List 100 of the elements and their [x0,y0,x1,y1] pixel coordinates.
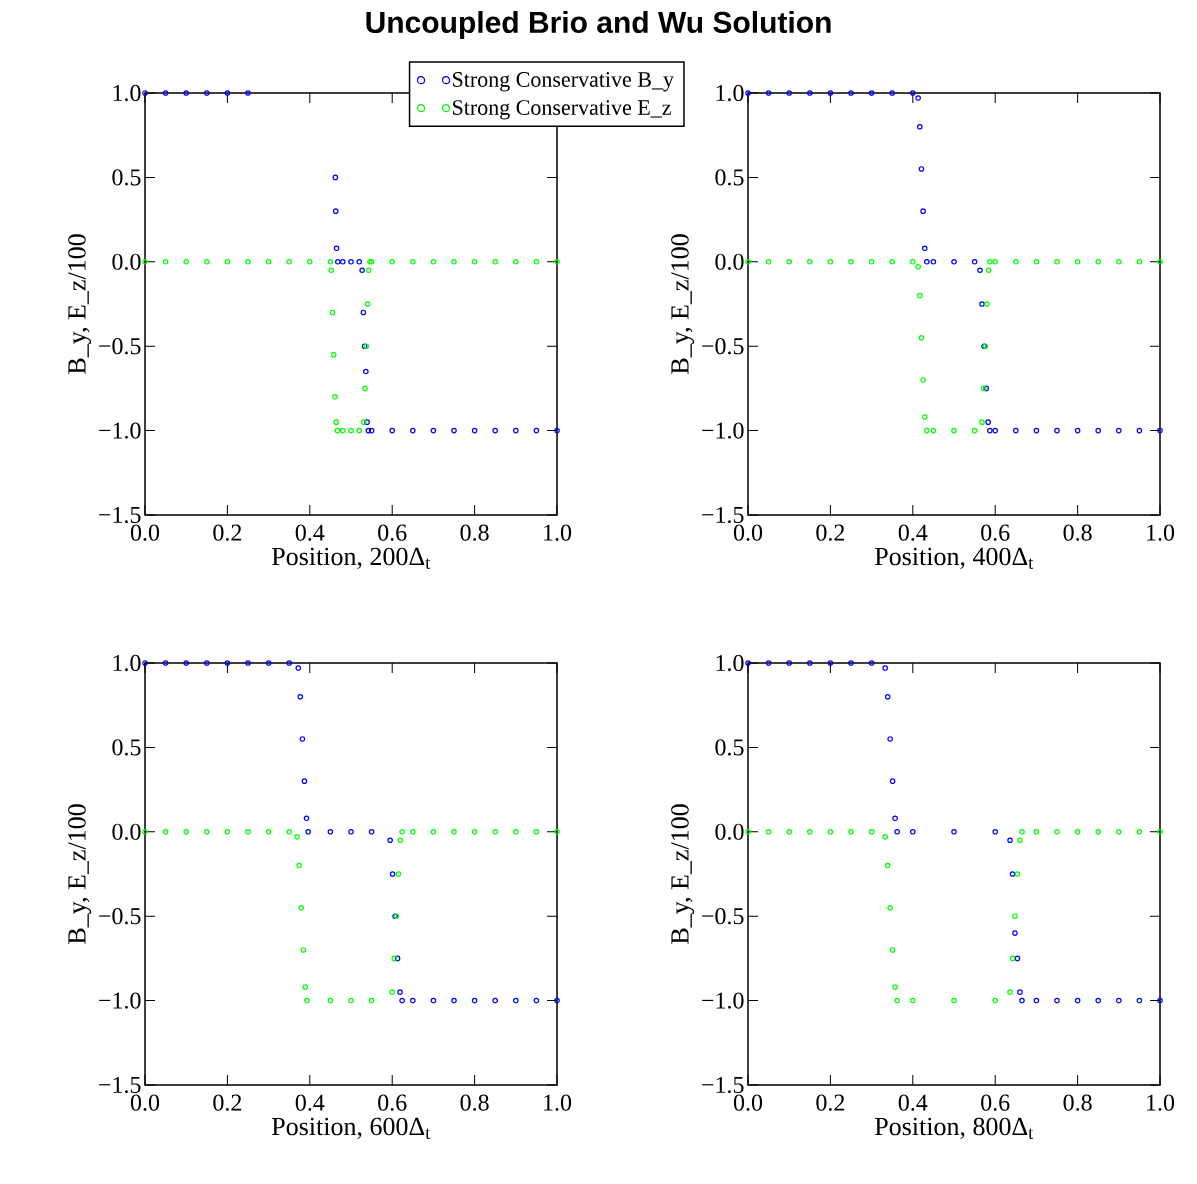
x-tick-label: 0.6 [981,1094,1010,1111]
point [332,174,339,181]
point [513,258,519,265]
x-tick-label: 0.0 [733,524,763,541]
y-tick-label: 0.0 [112,823,141,840]
point [924,258,930,265]
point [301,778,308,784]
point [492,258,498,265]
point [1013,427,1019,434]
point [303,815,310,822]
x-tick-label: 0.8 [460,1094,489,1111]
x-tick-label: 0.6 [378,524,407,541]
point [329,309,336,316]
point [1095,427,1102,434]
point [327,997,334,1004]
point [224,90,231,96]
point [977,267,983,274]
point [1012,913,1018,919]
point [951,258,957,265]
point [299,736,306,742]
point [533,997,540,1004]
point [365,267,372,274]
point [399,997,405,1004]
point [356,427,363,434]
point [887,736,893,742]
point [745,660,751,666]
y-tick-label: 1.0 [716,654,744,672]
point [1033,829,1040,835]
point [304,997,310,1004]
point [162,258,169,265]
point [892,984,898,990]
point [1157,258,1163,265]
x-tick-label: 0.4 [898,524,928,541]
point [915,95,921,101]
point [889,778,896,784]
point [162,90,169,96]
x-tick-label: 0.4 [295,524,325,541]
point [985,267,992,274]
point [889,258,896,265]
point [302,984,309,990]
point [1074,427,1081,434]
y-tick-label: 0.5 [715,169,744,186]
point [410,427,416,434]
y-tick-label: 0.5 [112,169,141,186]
x-tick-label: 1.0 [1147,524,1175,541]
point [1009,955,1016,962]
y-tick-label: 0.5 [715,739,744,756]
point [297,693,304,700]
point [1017,989,1023,995]
point [987,258,993,265]
point [894,997,900,1004]
point [348,829,354,835]
legend-label: Strong Conservative E_z [453,100,671,120]
point [265,660,272,666]
point [348,258,354,265]
point [492,997,498,1004]
point [1054,258,1060,265]
y-tick-label: −0.5 [702,338,744,355]
x-axis-title: Position, 600Δ$_{t}$ [271,1117,431,1139]
point [951,829,957,835]
point [334,427,341,434]
x-tick-label: 0.8 [1063,1094,1092,1111]
y-tick-label: −1.0 [99,992,141,1009]
point [920,377,926,383]
point [162,829,169,835]
point [430,258,437,265]
point [920,208,926,214]
x-axis-title: Position, 800Δ$_{t}$ [875,1117,1034,1139]
point [335,258,341,265]
point [451,829,457,835]
point [286,258,292,265]
point [395,871,402,877]
point [533,258,540,265]
point [554,427,560,434]
point [360,309,367,316]
y-axis-title: B_y, E_z/100 [671,234,695,374]
point [918,334,925,341]
point [1116,258,1122,265]
point [1013,258,1019,265]
point [1054,997,1060,1004]
point [333,245,340,252]
point [827,829,834,835]
y-tick-label: 1.0 [113,654,141,672]
point [471,427,478,434]
y-tick-label: −1.5 [99,506,141,524]
point [245,660,251,666]
point [430,427,437,434]
y-tick-label: 0.0 [715,253,744,270]
point [786,829,793,835]
point [356,258,363,265]
chart-title: Uncoupled Brio and Wu Solution [366,11,831,39]
point [397,837,404,844]
point [327,258,334,265]
y-tick-label: −1.5 [702,506,744,524]
x-axis-title: Position, 200Δ$_{t}$ [271,547,431,569]
point [1116,997,1122,1004]
point [827,258,834,265]
point [183,258,189,265]
point [471,829,478,835]
x-tick-label: 0.2 [816,524,845,541]
